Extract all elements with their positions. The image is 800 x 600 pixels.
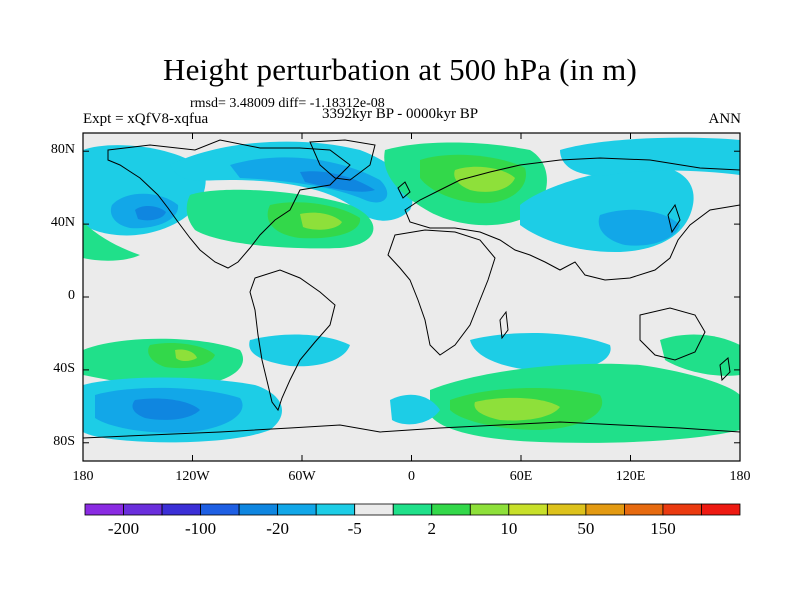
coastline-south-america xyxy=(249,269,336,412)
colorbar-label: -20 xyxy=(266,519,289,538)
anomaly-region-arctic-blue xyxy=(560,137,740,176)
anomaly-region-natlantic-center xyxy=(300,171,375,192)
map-title: Height perturbation at 500 hPa (in m) xyxy=(162,52,638,87)
colorbar-swatch xyxy=(315,503,356,516)
stats-label: rmsd= 3.48009 diff= -1.18312e-08 xyxy=(190,96,385,111)
colorbar-label: 2 xyxy=(427,519,437,538)
lon-tick-label: 120E xyxy=(615,469,646,484)
colorbar-swatch xyxy=(508,503,548,516)
anomaly-region-southern-blue-center xyxy=(132,398,200,420)
colorbar-swatch xyxy=(662,503,702,516)
lon-tick-label: 0 xyxy=(408,469,415,484)
coastline-antarctica xyxy=(83,421,740,439)
colorbar-swatch xyxy=(238,503,279,516)
coastline-british-isles xyxy=(397,181,411,199)
anomaly-region-southern-blue-east xyxy=(390,394,440,425)
anomaly-region-spacific-green-center xyxy=(175,349,197,361)
colorbar-swatch xyxy=(392,503,433,516)
season-label: ANN xyxy=(708,111,742,127)
lat-tick-label: 80S xyxy=(53,433,75,449)
lon-tick-label: 180 xyxy=(72,469,94,484)
colorbar-label: -200 xyxy=(107,519,140,538)
colorbar-swatch xyxy=(624,503,664,516)
experiment-label: Expt = xQfV8-xqfua xyxy=(83,111,209,127)
colorbar-swatch xyxy=(585,503,625,516)
colorbar-label: 50 xyxy=(577,519,595,538)
colorbar-swatch xyxy=(123,503,163,516)
coastline-japan xyxy=(667,203,681,234)
colorbar-swatch xyxy=(701,503,741,516)
lat-tick-label: 0 xyxy=(68,288,75,303)
lon-tick-label: 180 xyxy=(729,469,751,484)
coastline-eurasia xyxy=(404,157,740,281)
lon-tick-label: 60E xyxy=(509,469,533,484)
colorbar-swatch xyxy=(277,503,317,516)
colorbar-swatch xyxy=(84,503,124,516)
coastline-new-zealand xyxy=(719,357,731,382)
colorbar-swatch xyxy=(354,503,394,516)
anomaly-region-southern-green-center xyxy=(474,397,560,421)
anomaly-region-eurasia-green-center xyxy=(454,166,515,192)
colorbar-swatch xyxy=(546,503,587,516)
anomaly-region-indian-blue xyxy=(470,333,611,372)
colorbar-label: -100 xyxy=(184,519,217,538)
colorbar-label: 10 xyxy=(500,519,518,538)
lat-tick-label: 40N xyxy=(50,215,75,231)
colorbar-swatch xyxy=(469,503,510,516)
coastline-greenland xyxy=(309,139,376,181)
coastline-africa xyxy=(387,229,496,356)
colorbar-swatch xyxy=(431,503,471,516)
anomaly-region-asia-blue-core xyxy=(598,209,680,246)
anomaly-region-npacific-center xyxy=(135,206,166,221)
map-plot-area xyxy=(83,133,740,461)
coastline-north-america xyxy=(107,139,351,269)
lat-tick-label: 80N xyxy=(50,142,75,158)
period-label: 3392kyr BP - 0000kyr BP xyxy=(322,106,479,122)
coastline-madagascar xyxy=(499,310,509,340)
coastline-australia xyxy=(639,307,706,361)
anomaly-region-atlantic-green-center xyxy=(300,212,342,230)
colorbar-label: -5 xyxy=(347,519,362,538)
colorbar xyxy=(84,503,741,516)
coastlines xyxy=(83,139,740,439)
lat-tick-label: 40S xyxy=(53,360,75,376)
colorbar-label: 150 xyxy=(650,519,676,538)
anomaly-region-nw-green xyxy=(83,222,140,261)
colorbar-swatch xyxy=(200,503,240,516)
anomaly-region-satlantic-blue xyxy=(249,334,350,367)
lon-tick-label: 60W xyxy=(288,469,316,484)
lon-tick-label: 120W xyxy=(175,469,210,484)
colorbar-swatch xyxy=(161,503,201,516)
axis-ticks xyxy=(82,133,741,461)
